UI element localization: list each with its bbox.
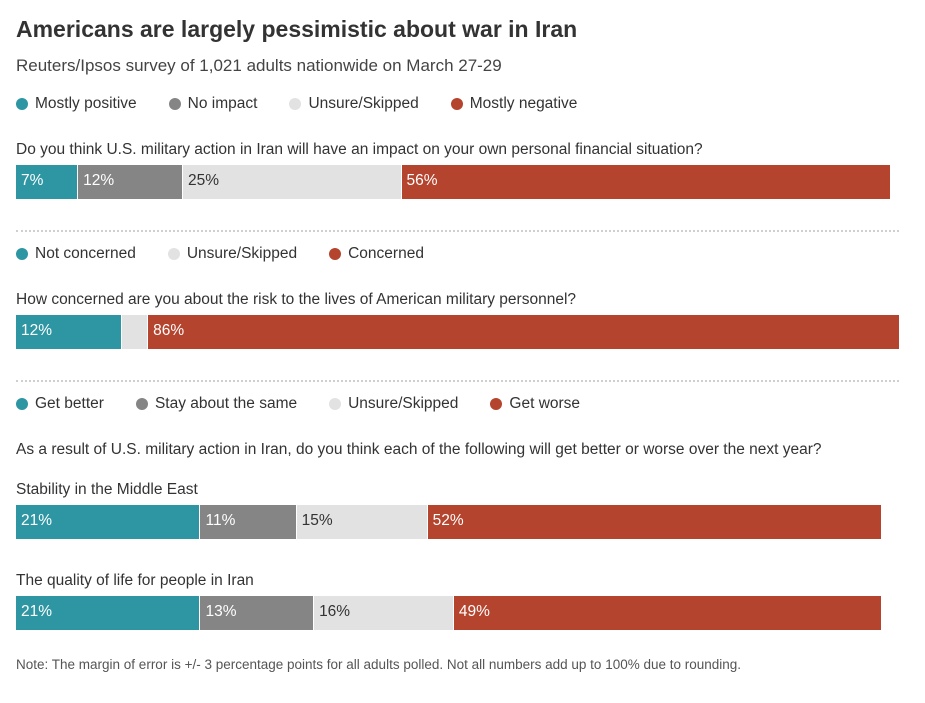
legend-item: Not concerned bbox=[16, 245, 136, 263]
chart-subtitle: Reuters/Ipsos survey of 1,021 adults nat… bbox=[16, 56, 502, 75]
stacked-bar: 12% 86% bbox=[16, 315, 899, 349]
legend-dot-icon bbox=[329, 248, 342, 260]
legend-item: Unsure/Skipped bbox=[167, 245, 298, 263]
legend-dot-icon bbox=[450, 98, 463, 110]
stacked-bar: 21% 11% 15% 52% bbox=[16, 505, 881, 539]
bar-segment: 12% bbox=[77, 165, 183, 199]
segment-value-label: 25% bbox=[188, 172, 220, 189]
section-divider bbox=[16, 230, 899, 232]
legend-item: Unsure/Skipped bbox=[289, 95, 419, 113]
legend-label: Mostly positive bbox=[35, 95, 137, 112]
legend-label: Stay about the same bbox=[154, 395, 298, 412]
segment-value-label: 49% bbox=[458, 603, 490, 620]
segment-value-label: 21% bbox=[21, 603, 53, 620]
bar-segment: 56% bbox=[400, 165, 890, 199]
footnote: Note: The margin of error is +/- 3 perce… bbox=[16, 657, 742, 672]
legend-item: Mostly positive bbox=[16, 95, 137, 113]
bar-segment: 13% bbox=[199, 596, 314, 630]
legend-dot-icon bbox=[16, 98, 28, 110]
legend-dot-icon bbox=[168, 98, 181, 110]
bar-segment: 16% bbox=[313, 596, 453, 630]
legend-item: Get worse bbox=[490, 395, 580, 413]
bar-segment: 52% bbox=[426, 505, 881, 539]
bar-segment: 21% bbox=[16, 505, 200, 539]
legend-dot-icon bbox=[289, 98, 302, 110]
bar-segment: 11% bbox=[199, 505, 296, 539]
legend-item: Mostly negative bbox=[450, 95, 578, 113]
bar-segment: 7% bbox=[16, 165, 78, 199]
legend-dot-icon bbox=[490, 398, 503, 410]
legend-label: Unsure/Skipped bbox=[186, 245, 298, 262]
bar-segment bbox=[120, 315, 148, 349]
stacked-bar: 21% 13% 16% 49% bbox=[16, 596, 881, 630]
segment-value-label: 16% bbox=[319, 603, 351, 620]
legend: Not concerned Unsure/Skipped Concerned bbox=[16, 244, 456, 264]
segment-value-label: 56% bbox=[406, 172, 438, 189]
section-divider bbox=[16, 380, 899, 382]
segment-value-label: 21% bbox=[21, 512, 53, 529]
legend-dot-icon bbox=[329, 398, 342, 410]
segment-value-label: 12% bbox=[83, 172, 115, 189]
legend-item: Unsure/Skipped bbox=[329, 395, 458, 413]
legend-item: No impact bbox=[168, 95, 258, 113]
bar-segment: 49% bbox=[452, 596, 881, 630]
segment-value-label: 13% bbox=[205, 603, 237, 620]
legend-label: Mostly negative bbox=[469, 95, 578, 112]
chart-title: Americans are largely pessimistic about … bbox=[16, 16, 578, 42]
legend-dot-icon bbox=[135, 398, 148, 410]
legend-dot-icon bbox=[16, 398, 28, 410]
segment-value-label: 7% bbox=[21, 172, 44, 189]
legend-dot-icon bbox=[167, 248, 180, 260]
bar-segment: 25% bbox=[182, 165, 401, 199]
question-text: How concerned are you about the risk to … bbox=[16, 291, 577, 308]
bar-segment: 86% bbox=[147, 315, 899, 349]
legend-label: Get worse bbox=[509, 395, 581, 412]
segment-value-label: 86% bbox=[153, 322, 185, 339]
legend-item: Get better bbox=[16, 395, 104, 413]
row-label: Stability in the Middle East bbox=[16, 481, 198, 498]
legend-dot-icon bbox=[16, 248, 28, 260]
question-text: As a result of U.S. military action in I… bbox=[16, 441, 822, 458]
stacked-bar: 7% 12% 25% 56% bbox=[16, 165, 890, 199]
segment-value-label: 52% bbox=[432, 512, 464, 529]
legend: Get better Stay about the same Unsure/Skip… bbox=[16, 394, 612, 414]
legend-label: Get better bbox=[35, 395, 104, 412]
legend-label: Not concerned bbox=[35, 245, 136, 262]
segment-value-label: 12% bbox=[21, 322, 53, 339]
legend: Mostly positive No impact Unsure/Skipped Mo… bbox=[16, 94, 609, 114]
legend-label: Unsure/Skipped bbox=[308, 95, 419, 112]
legend-label: Concerned bbox=[348, 245, 424, 262]
row-label: The quality of life for people in Iran bbox=[16, 572, 254, 589]
legend-item: Concerned bbox=[329, 245, 424, 263]
bar-segment: 12% bbox=[16, 315, 121, 349]
bar-segment: 21% bbox=[16, 596, 200, 630]
bar-segment: 15% bbox=[295, 505, 427, 539]
legend-label: Unsure/Skipped bbox=[348, 395, 459, 412]
segment-value-label: 11% bbox=[205, 512, 236, 529]
legend-label: No impact bbox=[187, 95, 258, 112]
question-text: Do you think U.S. military action in Ira… bbox=[16, 141, 703, 158]
legend-item: Stay about the same bbox=[135, 395, 298, 413]
segment-value-label: 15% bbox=[301, 512, 333, 529]
